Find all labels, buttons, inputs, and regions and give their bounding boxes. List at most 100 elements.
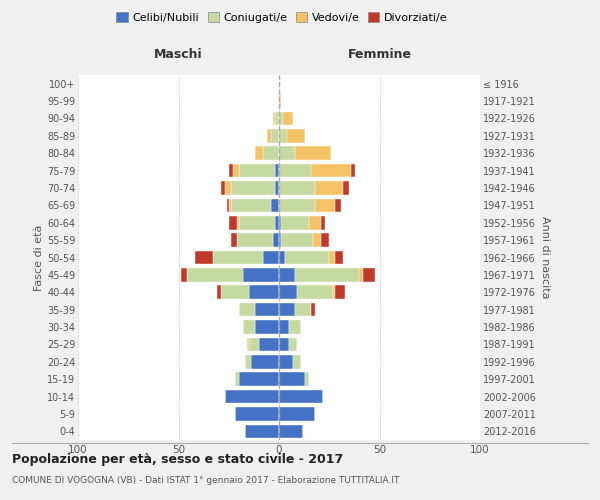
Bar [311,303,315,316]
Bar [255,320,279,334]
Bar [289,320,301,334]
Bar [181,268,187,281]
Bar [231,198,271,212]
Bar [229,216,237,230]
Bar [267,129,271,142]
Bar [229,198,231,212]
Bar [333,286,335,299]
Bar [259,338,279,351]
Bar [271,129,279,142]
Bar [279,286,297,299]
Bar [315,198,335,212]
Bar [235,372,239,386]
Bar [359,268,364,281]
Text: Popolazione per età, sesso e stato civile - 2017: Popolazione per età, sesso e stato civil… [12,452,343,466]
Bar [239,372,279,386]
Bar [321,234,329,247]
Bar [271,198,279,212]
Bar [295,303,311,316]
Bar [315,181,343,195]
Bar [281,216,309,230]
Bar [221,286,249,299]
Bar [279,390,323,404]
Bar [263,250,279,264]
Bar [279,303,295,316]
Bar [279,112,283,125]
Bar [279,320,289,334]
Bar [225,181,231,195]
Bar [225,390,279,404]
Bar [237,234,273,247]
Bar [279,129,287,142]
Bar [283,112,293,125]
Bar [309,216,321,230]
Bar [287,129,305,142]
Bar [239,303,255,316]
Bar [275,112,279,125]
Bar [285,250,329,264]
Bar [279,338,289,351]
Bar [279,216,281,230]
Bar [273,112,275,125]
Bar [321,216,325,230]
Bar [263,146,279,160]
Bar [289,338,297,351]
Bar [251,355,279,368]
Bar [243,268,279,281]
Bar [279,164,311,177]
Bar [245,424,279,438]
Y-axis label: Fasce di età: Fasce di età [34,224,44,290]
Bar [231,234,237,247]
Bar [249,338,259,351]
Bar [279,355,293,368]
Bar [364,268,376,281]
Bar [187,268,243,281]
Bar [313,234,321,247]
Bar [279,268,295,281]
Bar [297,286,333,299]
Bar [305,372,309,386]
Bar [343,181,349,195]
Text: COMUNE DI VOGOGNA (VB) - Dati ISTAT 1° gennaio 2017 - Elaborazione TUTTITALIA.IT: COMUNE DI VOGOGNA (VB) - Dati ISTAT 1° g… [12,476,400,485]
Bar [231,181,275,195]
Bar [293,355,301,368]
Bar [279,198,315,212]
Bar [235,407,279,420]
Bar [295,268,359,281]
Bar [229,164,233,177]
Bar [279,146,295,160]
Bar [255,146,263,160]
Bar [237,216,239,230]
Bar [279,250,285,264]
Bar [273,234,279,247]
Bar [245,355,251,368]
Bar [255,303,279,316]
Bar [279,234,281,247]
Y-axis label: Anni di nascita: Anni di nascita [539,216,550,298]
Bar [295,146,331,160]
Bar [275,216,279,230]
Bar [275,181,279,195]
Bar [352,164,355,177]
Bar [279,94,281,108]
Bar [329,250,335,264]
Bar [217,286,221,299]
Bar [279,407,315,420]
Bar [247,338,249,351]
Bar [212,250,263,264]
Bar [275,164,279,177]
Bar [311,164,352,177]
Text: Femmine: Femmine [347,48,412,61]
Bar [239,164,275,177]
Legend: Celibi/Nubili, Coniugati/e, Vedovi/e, Divorziati/e: Celibi/Nubili, Coniugati/e, Vedovi/e, Di… [112,8,452,28]
Bar [243,320,255,334]
Bar [335,198,341,212]
Bar [281,234,313,247]
Bar [249,286,279,299]
Bar [233,164,239,177]
Bar [227,198,229,212]
Text: Maschi: Maschi [154,48,203,61]
Bar [221,181,225,195]
Bar [194,250,212,264]
Bar [239,216,275,230]
